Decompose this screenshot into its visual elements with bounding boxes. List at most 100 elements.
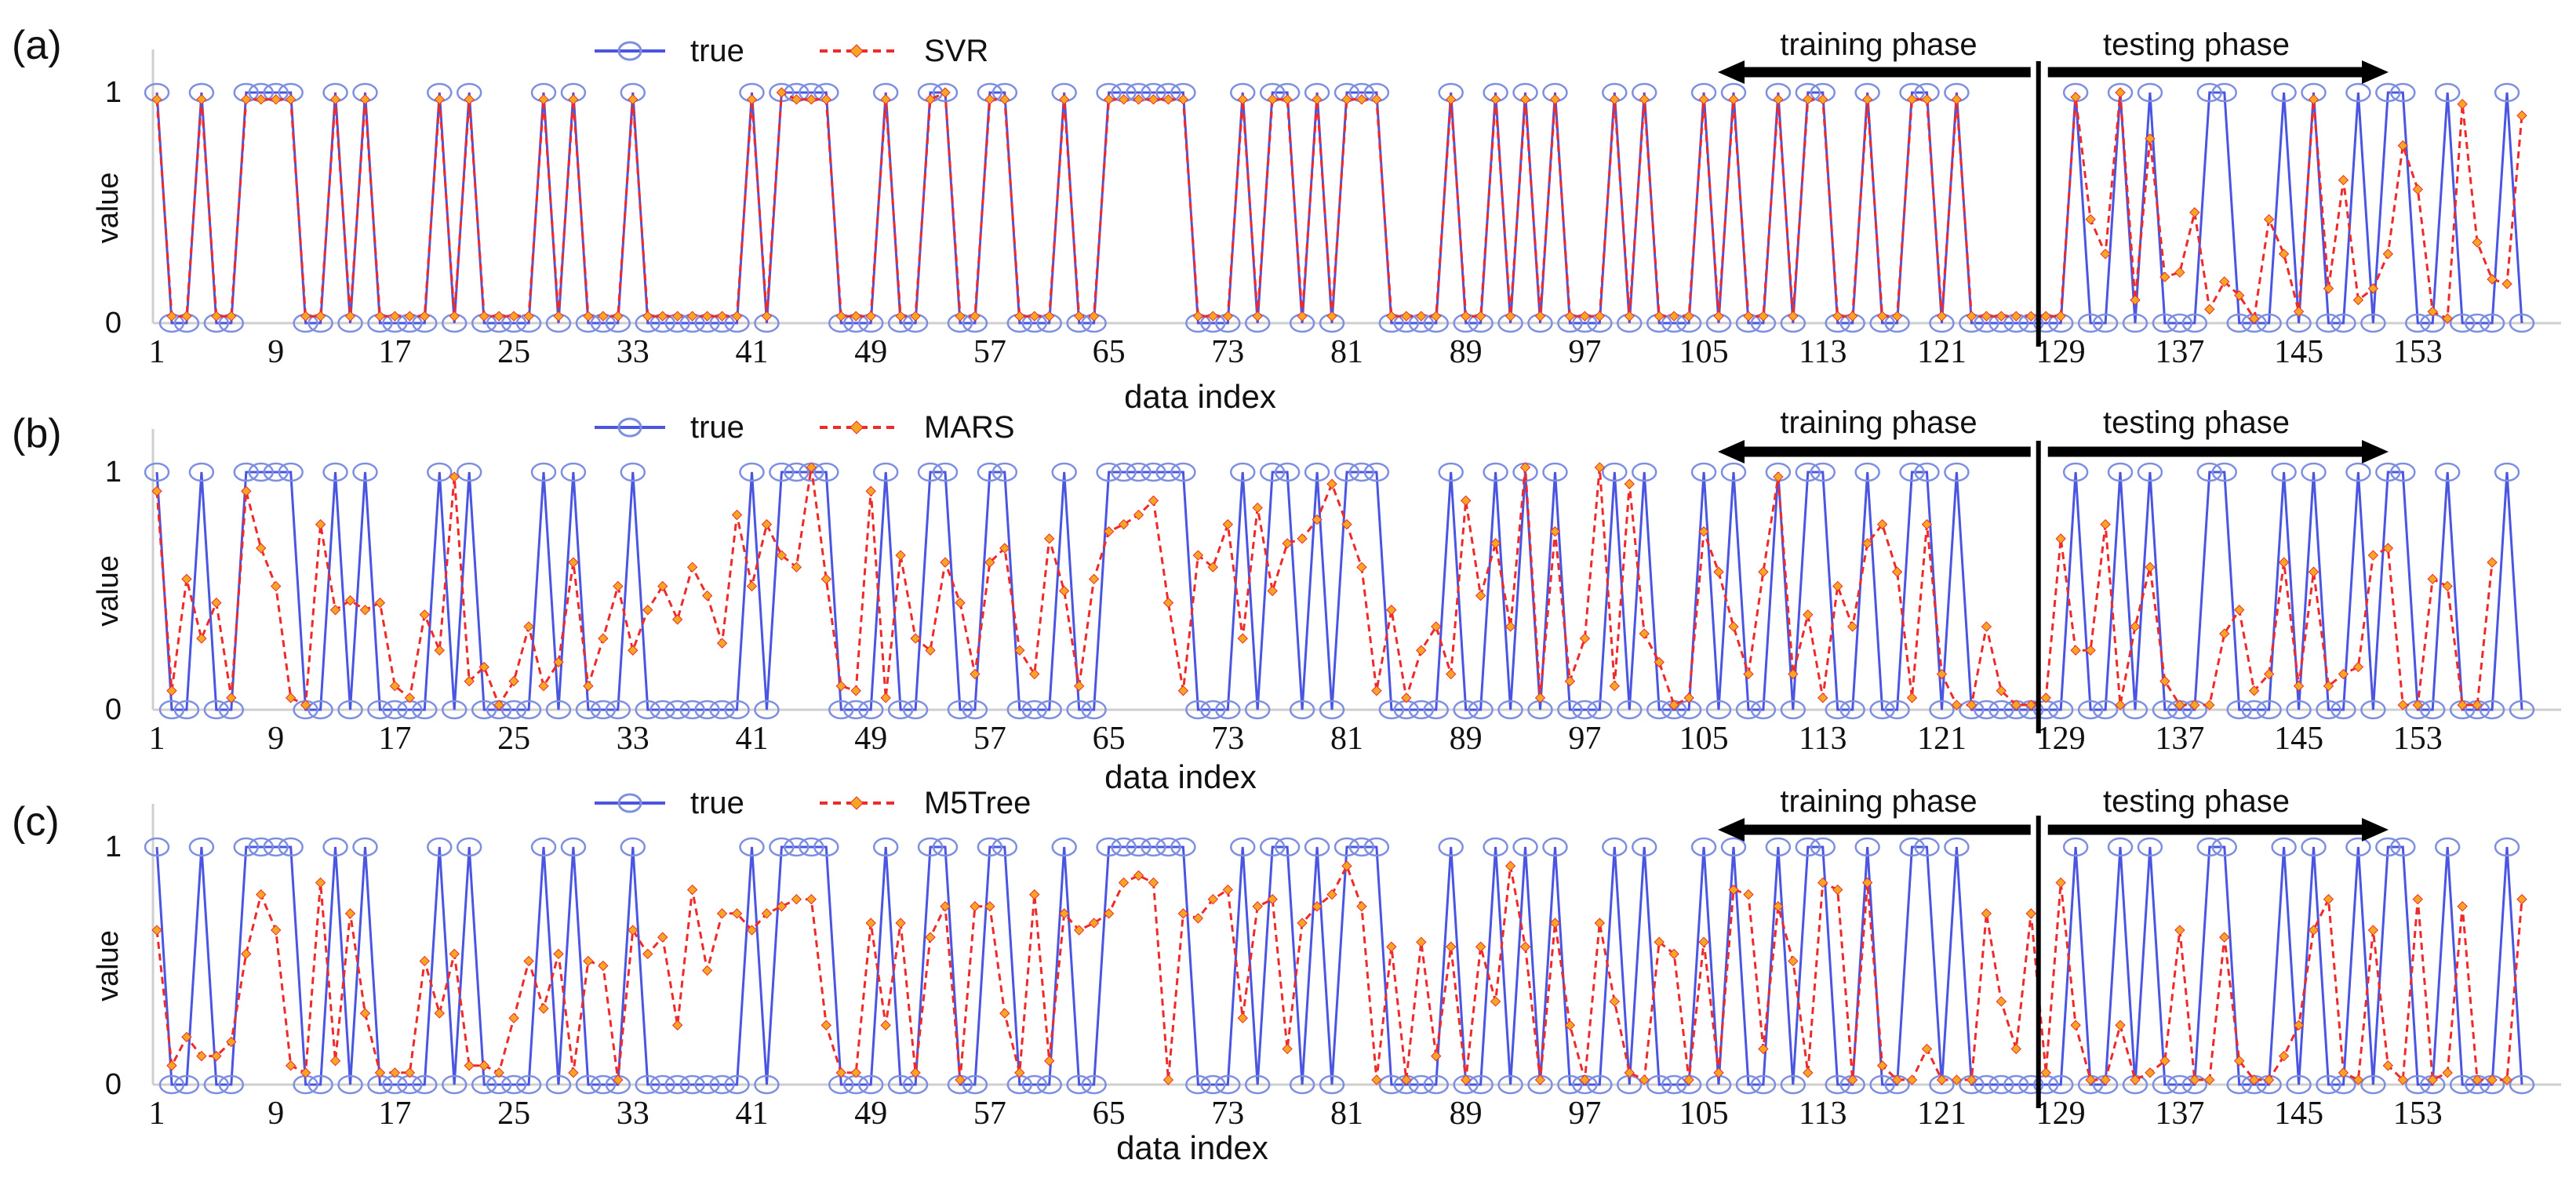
data-point-true (932, 837, 959, 857)
data-point-mars (1996, 685, 2007, 696)
data-point-true (144, 837, 170, 857)
data-point-true (2301, 462, 2327, 482)
data-point-true (1274, 837, 1301, 857)
data-point-true (367, 700, 393, 720)
data-point-true (2226, 313, 2252, 333)
data-point-mars (761, 518, 773, 530)
data-point-m5tree (2457, 901, 2468, 912)
data-point-m5tree (1817, 877, 1828, 889)
data-point-true (917, 462, 944, 482)
data-point-svr (2397, 140, 2409, 151)
data-point-true (2509, 700, 2535, 720)
data-point-mars (2427, 573, 2438, 585)
data-point-true (2390, 462, 2416, 482)
data-point-mars (2234, 605, 2245, 616)
data-point-true (813, 837, 839, 857)
x-tick-label: 1 (149, 334, 166, 370)
data-point-true (784, 837, 810, 857)
data-point-true (1081, 700, 1107, 720)
testing-phase-label: testing phase (2103, 27, 2290, 62)
data-point-svr (1891, 311, 1903, 322)
data-point-true (962, 700, 988, 720)
data-point-m5tree (1579, 1074, 1591, 1085)
data-point-true (1468, 700, 1494, 720)
data-point-m5tree (583, 955, 594, 967)
data-point-true (784, 462, 810, 482)
data-point-true (2390, 82, 2416, 103)
data-point-true (887, 700, 914, 720)
data-point-true (2494, 462, 2520, 482)
data-point-mars (389, 680, 401, 692)
data-point-m5tree (1416, 936, 1427, 947)
training-arrowhead (1718, 818, 1745, 841)
data-point-true (1780, 700, 1806, 720)
data-point-true (456, 837, 482, 857)
data-point-true (2122, 313, 2148, 333)
data-point-svr (1906, 94, 1918, 105)
data-point-mars (791, 562, 802, 573)
data-point-svr (1803, 94, 1814, 105)
data-point-true (248, 837, 274, 857)
data-point-svr (1386, 311, 1397, 322)
training-arrowhead (1718, 440, 1745, 463)
data-point-mars (1118, 518, 1130, 530)
data-point-m5tree (538, 1003, 549, 1014)
data-point-mars (1267, 585, 1278, 597)
data-point-true (1854, 837, 1880, 857)
data-point-svr (940, 87, 951, 98)
data-point-true (352, 462, 378, 482)
data-point-svr (1103, 94, 1115, 105)
data-point-m5tree (241, 948, 252, 960)
data-point-mars (642, 605, 653, 616)
legend-label-pred: M5Tree (924, 786, 1031, 820)
data-point-true (1289, 700, 1315, 720)
data-point-mars (2323, 680, 2334, 692)
data-point-true (2077, 313, 2104, 333)
data-point-true (1750, 700, 1777, 720)
data-point-mars (256, 543, 267, 554)
data-point-true (2226, 1074, 2252, 1095)
data-point-svr (1118, 94, 1130, 105)
data-point-m5tree (2472, 1074, 2483, 1085)
data-point-mars (211, 597, 222, 609)
data-point-svr (1609, 94, 1621, 105)
data-point-svr (2100, 249, 2111, 260)
x-tick-label: 73 (1211, 334, 1244, 370)
data-point-mars (880, 692, 891, 703)
data-point-mars (270, 580, 282, 592)
data-point-m5tree (1564, 1020, 1576, 1031)
data-point-mars (686, 562, 698, 573)
data-point-true (1468, 1074, 1494, 1095)
x-tick-label: 33 (617, 721, 649, 757)
data-point-m5tree (1668, 948, 1679, 960)
data-point-svr (1222, 311, 1233, 322)
data-point-true (1319, 700, 1345, 720)
data-point-true (1646, 700, 1672, 720)
x-tick-label: 121 (1917, 334, 1967, 370)
data-point-mars (1192, 550, 1204, 561)
data-point-mars (2070, 645, 2081, 656)
data-point-m5tree (1906, 1074, 1918, 1085)
x-tick-label: 65 (1093, 334, 1126, 370)
data-point-m5tree (285, 1060, 297, 1071)
x-tick-label: 89 (1450, 334, 1483, 370)
data-point-true (1557, 1074, 1583, 1095)
data-point-true (337, 1074, 363, 1095)
data-point-m5tree (1297, 918, 1308, 929)
data-point-true (694, 1074, 720, 1095)
data-point-svr (2487, 274, 2498, 285)
data-point-mars (895, 550, 906, 561)
data-point-svr (1044, 311, 1055, 322)
data-point-mars (553, 656, 564, 668)
data-point-m5tree (1758, 1043, 1769, 1055)
data-point-m5tree (2427, 1074, 2438, 1085)
x-tick-label: 9 (267, 721, 284, 757)
x-tick-label: 81 (1330, 721, 1363, 757)
data-point-mars (2308, 566, 2319, 577)
data-point-m5tree (1475, 941, 1486, 952)
data-point-mars (925, 645, 936, 656)
data-point-mars (955, 597, 966, 609)
data-point-svr (1921, 94, 1933, 105)
